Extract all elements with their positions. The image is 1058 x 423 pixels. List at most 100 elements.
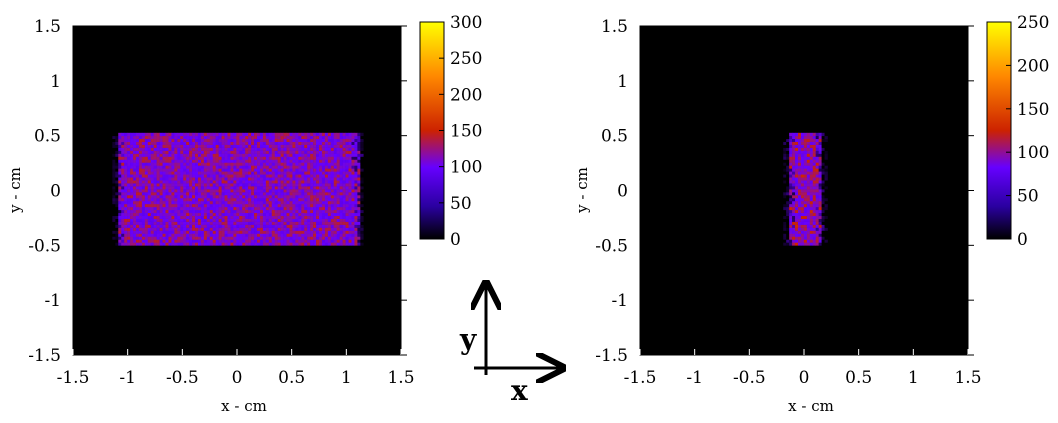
heatmap-cell	[118, 221, 122, 225]
heatmap-cell	[818, 159, 822, 163]
heatmap-cell	[200, 200, 205, 205]
heatmap-cell	[262, 224, 267, 228]
heatmap-cell	[357, 174, 361, 178]
heatmap-cell	[324, 156, 329, 160]
heatmap-cell	[809, 230, 814, 234]
heatmap-cell	[354, 236, 358, 240]
heatmap-cell	[806, 200, 811, 205]
heatmap-cell	[215, 144, 219, 148]
heatmap-cell	[168, 171, 172, 175]
heatmap-cell	[162, 224, 166, 228]
heatmap-cell	[304, 183, 308, 187]
heatmap-cell	[806, 159, 811, 163]
heatmap-cell	[812, 174, 816, 178]
heatmap-cell	[786, 215, 790, 219]
heatmap-cell	[304, 233, 308, 237]
heatmap-cell	[786, 212, 790, 217]
heatmap-cell	[824, 150, 828, 154]
heatmap-cell	[118, 135, 122, 140]
heatmap-cell	[298, 242, 302, 246]
heatmap-cell	[254, 156, 258, 160]
heatmap-cell	[298, 156, 302, 160]
heatmap-cell	[265, 197, 270, 202]
heatmap-cell	[797, 138, 802, 142]
heatmap-cell	[115, 224, 119, 228]
heatmap-cell	[127, 144, 131, 148]
heatmap-cell	[174, 212, 178, 217]
heatmap-cell	[301, 171, 305, 175]
heatmap-cell	[221, 183, 225, 187]
heatmap-cell	[206, 224, 211, 228]
heatmap-cell	[274, 138, 278, 142]
heatmap-cell	[803, 165, 808, 169]
heatmap-cell	[115, 227, 119, 231]
heatmap-cell	[357, 132, 361, 137]
heatmap-cell	[183, 197, 187, 202]
heatmap-cell	[206, 236, 211, 240]
heatmap-cell	[304, 144, 308, 148]
heatmap-cell	[336, 162, 340, 166]
heatmap-cell	[141, 150, 146, 154]
heatmap-cell	[818, 138, 822, 142]
heatmap-cell	[271, 239, 276, 243]
heatmap-cell	[195, 174, 199, 178]
heatmap-cell	[257, 138, 261, 142]
heatmap-cell	[254, 150, 258, 154]
heatmap-cell	[130, 192, 134, 196]
heatmap-cell	[212, 162, 216, 166]
heatmap-cell	[327, 144, 332, 148]
heatmap-cell	[233, 227, 237, 231]
heatmap-cell	[286, 230, 290, 234]
heatmap-cell	[141, 186, 146, 190]
heatmap-cell	[248, 159, 252, 163]
heatmap-cell	[121, 171, 125, 175]
heatmap-cell	[824, 224, 828, 228]
heatmap-cell	[133, 138, 137, 142]
heatmap-cell	[159, 135, 163, 140]
heatmap-cell	[295, 174, 299, 178]
heatmap-cell	[307, 147, 311, 151]
heatmap-cell	[177, 236, 181, 240]
heatmap-cell	[818, 230, 822, 234]
heatmap-cell	[197, 132, 202, 137]
heatmap-cell	[203, 203, 208, 208]
heatmap-cell	[159, 159, 163, 163]
heatmap-cell	[809, 177, 814, 181]
heatmap-cell	[189, 209, 193, 214]
heatmap-cell	[800, 224, 805, 228]
heatmap-cell	[227, 209, 231, 214]
heatmap-cell	[321, 174, 326, 178]
heatmap-cell	[189, 147, 193, 151]
heatmap-cell	[112, 215, 116, 219]
heatmap-cell	[227, 183, 231, 187]
heatmap-cell	[218, 236, 222, 240]
heatmap-cell	[330, 200, 335, 205]
heatmap-cell	[144, 239, 149, 243]
heatmap-cell	[262, 141, 267, 145]
heatmap-cell	[189, 215, 193, 219]
heatmap-cell	[324, 230, 329, 234]
heatmap-cell	[313, 239, 317, 243]
heatmap-cell	[165, 171, 169, 175]
heatmap-cell	[333, 135, 338, 140]
heatmap-cell	[183, 162, 187, 166]
heatmap-cell	[248, 141, 252, 145]
heatmap-cell	[144, 168, 149, 172]
heatmap-cell	[360, 186, 364, 190]
heatmap-cell	[168, 206, 172, 211]
heatmap-cell	[280, 180, 284, 184]
heatmap-cell	[809, 212, 814, 217]
heatmap-cell	[342, 200, 346, 205]
heatmap-cell	[233, 239, 237, 243]
heatmap-cell	[789, 239, 793, 243]
heatmap-cell	[333, 192, 338, 196]
heatmap-cell	[357, 195, 361, 199]
heatmap-cell	[227, 171, 231, 175]
heatmap-cell	[336, 153, 340, 157]
heatmap-cell	[301, 132, 305, 137]
heatmap-cell	[289, 168, 293, 172]
heatmap-cell	[821, 141, 825, 145]
heatmap-cell	[206, 227, 211, 231]
heatmap-cell	[171, 132, 175, 137]
heatmap-cell	[183, 221, 187, 225]
